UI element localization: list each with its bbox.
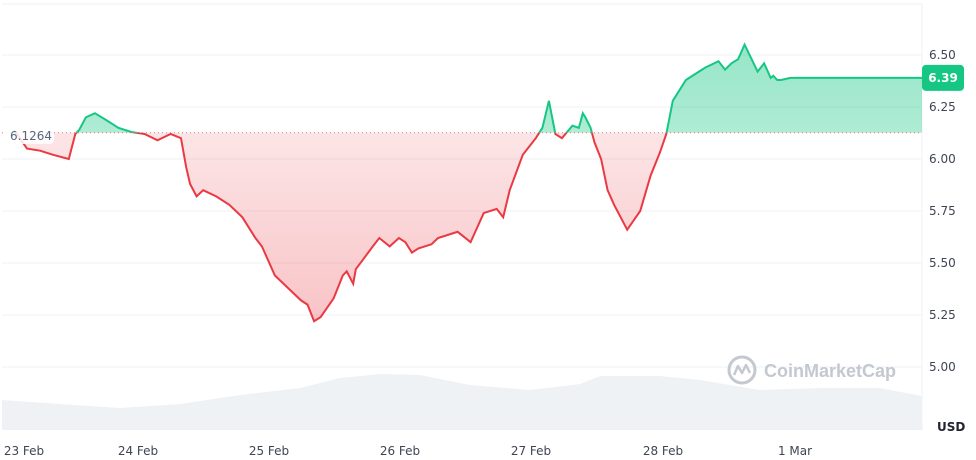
area-below-baseline	[15, 132, 667, 322]
baseline-label: 6.1264	[10, 129, 52, 143]
x-tick-label: 28 Feb	[643, 444, 683, 458]
price-area	[14, 44, 922, 322]
watermark-text: CoinMarketCap	[764, 361, 896, 381]
x-tick-label: 27 Feb	[511, 444, 551, 458]
x-tick-label: 25 Feb	[249, 444, 289, 458]
y-tick-label: 6.25	[929, 100, 956, 114]
price-line	[13, 42, 922, 323]
y-tick-label: 6.50	[929, 48, 956, 62]
coinmarketcap-watermark: CoinMarketCap	[727, 355, 896, 385]
x-tick-label: 26 Feb	[380, 444, 420, 458]
x-tick-label: 23 Feb	[4, 444, 44, 458]
y-tick-label: 5.50	[929, 256, 956, 270]
y-tick-label: 5.00	[929, 360, 956, 374]
baseline-label-bg	[4, 126, 54, 144]
x-tick-label: 1 Mar	[778, 444, 812, 458]
current-price-label: 6.39	[928, 71, 958, 85]
current-price-badge	[922, 64, 964, 91]
coinmarketcap-logo-mark	[732, 363, 752, 376]
chart-labels: 6.1264 6.39	[4, 64, 964, 144]
area-above-baseline	[14, 44, 922, 133]
price-line-up	[13, 42, 922, 133]
unit-label: USD	[937, 420, 965, 434]
y-tick-label: 6.00	[929, 152, 956, 166]
x-tick-label: 24 Feb	[118, 444, 158, 458]
y-tick-label: 5.25	[929, 308, 956, 322]
volume-silhouette	[2, 374, 922, 430]
coinmarketcap-logo-icon	[727, 355, 757, 385]
volume-area	[2, 374, 922, 430]
y-tick-label: 5.75	[929, 204, 956, 218]
x-axis: 23 Feb 24 Feb 25 Feb 26 Feb 27 Feb 28 Feb 1 Ma…	[4, 444, 812, 458]
price-line-down	[14, 132, 668, 323]
y-axis: 6.50 6.25 6.00 5.75 5.50 5.25 5.00 USD	[929, 48, 965, 434]
